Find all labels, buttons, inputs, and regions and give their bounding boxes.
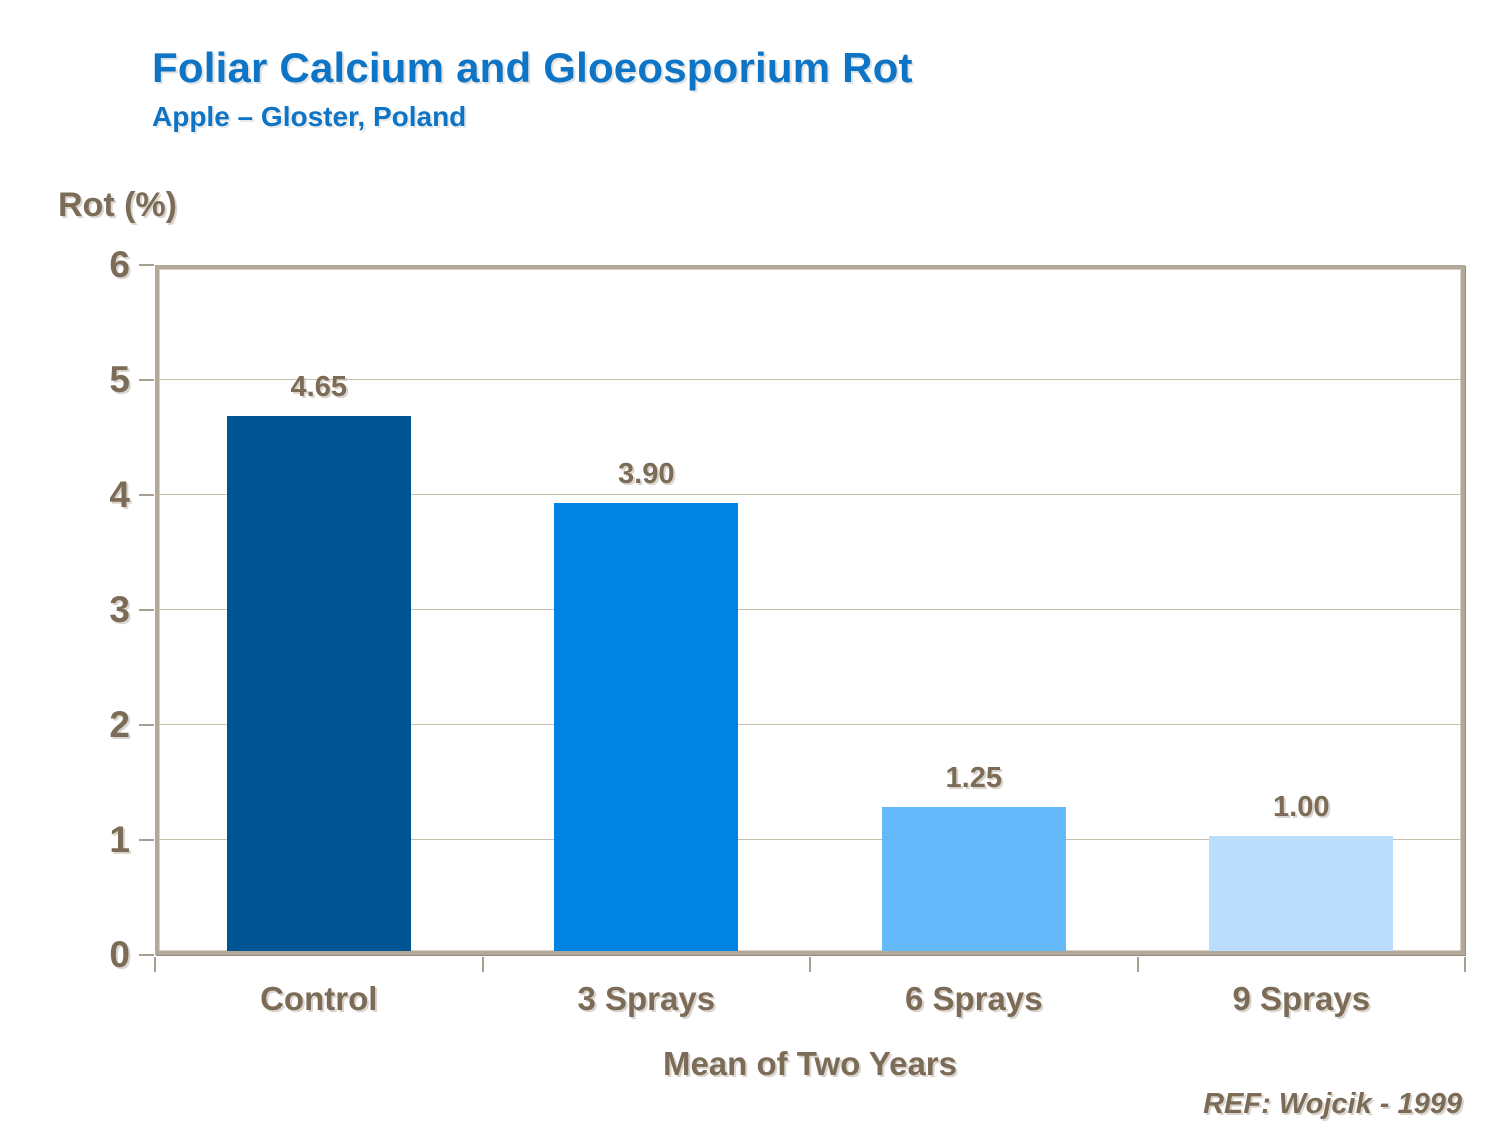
- chart-title: Foliar Calcium and Gloeosporium Rot: [152, 44, 913, 91]
- bar-value-label-control: 4.65: [290, 371, 347, 404]
- y-tick-mark-4: [139, 494, 154, 496]
- y-tick-mark-0: [139, 954, 154, 956]
- bar-9-sprays: [1209, 836, 1394, 951]
- y-tick-mark-2: [139, 724, 154, 726]
- x-tick-mark-3: [1136, 957, 1139, 972]
- x-tick-mark-1: [481, 957, 484, 972]
- bar-6-sprays: [881, 807, 1066, 951]
- plot-area: 4.65 3.90 1.25 1.00: [155, 265, 1465, 955]
- category-label-3-sprays: 3 Sprays: [577, 980, 716, 1017]
- gridline-5: [159, 379, 1461, 380]
- category-label-control: Control: [260, 980, 378, 1017]
- category-label-6-sprays: 6 Sprays: [904, 980, 1043, 1017]
- y-tick-label-0: 0: [109, 934, 130, 975]
- y-tick-label-1: 1: [109, 819, 130, 860]
- bar-value-label-6-sprays: 1.25: [945, 762, 1002, 795]
- y-tick-label-2: 2: [109, 704, 130, 745]
- y-tick-label-3: 3: [109, 589, 130, 630]
- gridline-2: [159, 724, 1461, 725]
- y-tick-label-4: 4: [109, 474, 130, 515]
- y-tick-mark-1: [139, 839, 154, 841]
- gridline-3: [159, 609, 1461, 610]
- y-tick-mark-5: [139, 379, 154, 381]
- chart-subtitle: Apple – Gloster, Poland: [152, 101, 467, 132]
- bar-control: [226, 416, 411, 951]
- bar-3-sprays: [554, 502, 739, 951]
- reference-text: REF: Wojcik - 1999: [1203, 1088, 1462, 1120]
- bar-value-label-9-sprays: 1.00: [1273, 791, 1330, 823]
- category-label-9-sprays: 9 Sprays: [1232, 980, 1371, 1017]
- x-tick-mark-0: [154, 957, 156, 972]
- x-tick-mark-4: [1464, 957, 1466, 972]
- x-tick-mark-2: [809, 957, 811, 972]
- gridline-4: [159, 494, 1461, 495]
- y-tick-label-5: 5: [109, 359, 130, 400]
- bar-value-label-3-sprays: 3.90: [618, 457, 675, 490]
- y-axis-title: Rot (%): [58, 186, 177, 224]
- y-tick-mark-3: [139, 609, 154, 611]
- gridline-1: [159, 839, 1461, 840]
- y-tick-mark-6: [139, 264, 154, 266]
- y-tick-label-6: 6: [109, 244, 130, 285]
- x-axis-title: Mean of Two Years: [662, 1045, 958, 1082]
